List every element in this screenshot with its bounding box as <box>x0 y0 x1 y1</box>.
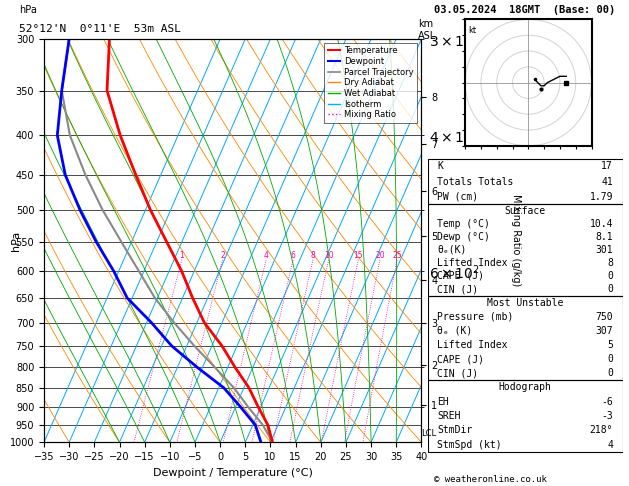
Text: -6: -6 <box>601 397 613 407</box>
Text: 0: 0 <box>607 284 613 294</box>
Text: 301: 301 <box>595 245 613 255</box>
Text: Surface: Surface <box>504 206 546 216</box>
Text: 4: 4 <box>264 251 269 260</box>
Text: PW (cm): PW (cm) <box>438 192 479 202</box>
Text: CAPE (J): CAPE (J) <box>438 354 484 364</box>
Text: Pressure (mb): Pressure (mb) <box>438 312 514 322</box>
Bar <box>428 380 623 452</box>
Y-axis label: Mixing Ratio (g/kg): Mixing Ratio (g/kg) <box>511 194 521 287</box>
Text: 1.79: 1.79 <box>589 192 613 202</box>
Text: Most Unstable: Most Unstable <box>487 297 564 308</box>
Text: km
ASL: km ASL <box>418 19 437 41</box>
Text: Hodograph: Hodograph <box>499 382 552 392</box>
Text: 25: 25 <box>392 251 402 260</box>
Text: Totals Totals: Totals Totals <box>438 176 514 187</box>
Text: 8: 8 <box>311 251 315 260</box>
Text: 0: 0 <box>607 354 613 364</box>
Text: StmDir: StmDir <box>438 425 473 435</box>
Text: 03.05.2024  18GMT  (Base: 00): 03.05.2024 18GMT (Base: 00) <box>434 5 615 15</box>
Text: StmSpd (kt): StmSpd (kt) <box>438 440 502 450</box>
Text: 5: 5 <box>607 340 613 350</box>
Text: 307: 307 <box>595 326 613 336</box>
Text: 2: 2 <box>220 251 225 260</box>
Text: 15: 15 <box>353 251 363 260</box>
Text: 41: 41 <box>601 176 613 187</box>
Text: 20: 20 <box>375 251 385 260</box>
Text: θₑ (K): θₑ (K) <box>438 326 473 336</box>
X-axis label: Dewpoint / Temperature (°C): Dewpoint / Temperature (°C) <box>153 468 313 478</box>
Text: Temp (°C): Temp (°C) <box>438 219 491 229</box>
Bar <box>428 159 623 204</box>
Text: θₑ(K): θₑ(K) <box>438 245 467 255</box>
Text: CIN (J): CIN (J) <box>438 368 479 378</box>
Text: 0: 0 <box>607 368 613 378</box>
Text: Lifted Index: Lifted Index <box>438 340 508 350</box>
Bar <box>428 295 623 380</box>
Bar <box>428 204 623 295</box>
Text: © weatheronline.co.uk: © weatheronline.co.uk <box>434 474 547 484</box>
Legend: Temperature, Dewpoint, Parcel Trajectory, Dry Adiabat, Wet Adiabat, Isotherm, Mi: Temperature, Dewpoint, Parcel Trajectory… <box>325 43 417 122</box>
Text: 218°: 218° <box>589 425 613 435</box>
Text: 10: 10 <box>324 251 333 260</box>
Text: 4: 4 <box>607 440 613 450</box>
Text: 6: 6 <box>291 251 296 260</box>
Text: 1: 1 <box>179 251 184 260</box>
Text: hPa: hPa <box>19 5 36 15</box>
Text: K: K <box>438 161 443 172</box>
Text: CAPE (J): CAPE (J) <box>438 271 484 281</box>
Text: EH: EH <box>438 397 449 407</box>
Text: 0: 0 <box>607 271 613 281</box>
Text: Lifted Index: Lifted Index <box>438 258 508 268</box>
Text: kt: kt <box>469 26 476 35</box>
Text: 750: 750 <box>595 312 613 322</box>
Text: LCL: LCL <box>421 429 437 438</box>
Text: Dewp (°C): Dewp (°C) <box>438 232 491 242</box>
Text: -3: -3 <box>601 411 613 421</box>
Y-axis label: hPa: hPa <box>11 230 21 251</box>
Text: 8.1: 8.1 <box>595 232 613 242</box>
Text: SREH: SREH <box>438 411 461 421</box>
Text: 8: 8 <box>607 258 613 268</box>
Text: 10.4: 10.4 <box>589 219 613 229</box>
Text: 17: 17 <box>601 161 613 172</box>
Text: 52°12'N  0°11'E  53m ASL: 52°12'N 0°11'E 53m ASL <box>19 24 181 35</box>
Text: CIN (J): CIN (J) <box>438 284 479 294</box>
